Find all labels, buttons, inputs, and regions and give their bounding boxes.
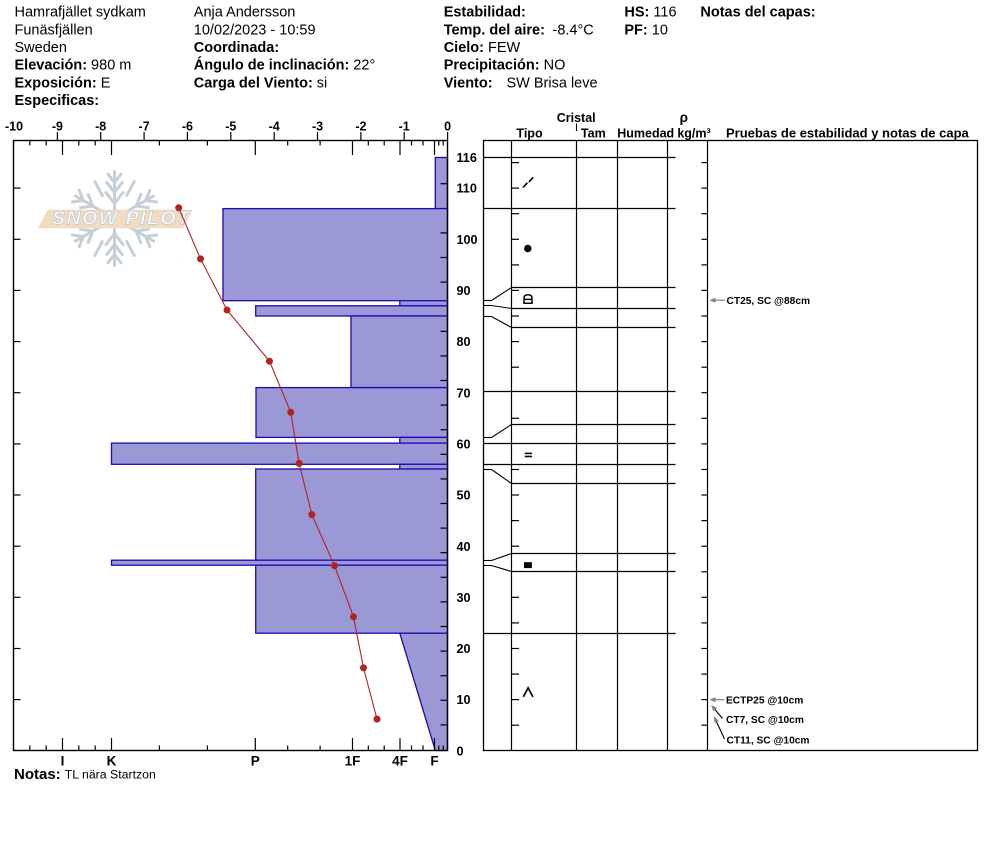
svg-text:-5: -5 bbox=[225, 119, 236, 133]
svg-text:Viento:SW Brisa leve: Viento: SW Brisa leve bbox=[444, 75, 598, 91]
svg-text:Funäsfjällen: Funäsfjällen bbox=[15, 22, 93, 38]
svg-text:4F: 4F bbox=[392, 753, 408, 768]
svg-text:Humedad: Humedad bbox=[617, 126, 674, 140]
svg-text:ECTP25 @10cm: ECTP25 @10cm bbox=[726, 695, 803, 706]
svg-text:Especificas:: Especificas: bbox=[15, 93, 100, 109]
svg-text:F: F bbox=[430, 753, 438, 768]
svg-text:CT25, SC @88cm: CT25, SC @88cm bbox=[727, 296, 811, 307]
svg-text:kg/m³: kg/m³ bbox=[677, 126, 710, 140]
svg-text:110: 110 bbox=[457, 182, 477, 196]
svg-text:10: 10 bbox=[457, 693, 471, 707]
svg-text:Notas:: Notas: bbox=[14, 766, 61, 783]
svg-text:Precipitación: NO: Precipitación: NO bbox=[444, 58, 566, 74]
svg-text:Exposición: E: Exposición: E bbox=[15, 75, 111, 91]
svg-text:CT7, SC @10cm: CT7, SC @10cm bbox=[726, 715, 804, 726]
svg-text:Estabilidad:: Estabilidad: bbox=[444, 5, 526, 21]
svg-text:SNOW PILOT: SNOW PILOT bbox=[52, 208, 191, 230]
svg-text:1F: 1F bbox=[345, 753, 361, 768]
svg-text:70: 70 bbox=[457, 386, 471, 400]
svg-text:0: 0 bbox=[457, 744, 464, 758]
svg-text:-2: -2 bbox=[355, 119, 366, 133]
svg-text:-6: -6 bbox=[182, 119, 193, 133]
svg-text:60: 60 bbox=[457, 438, 471, 452]
svg-text:HS: 116: HS: 116 bbox=[624, 5, 676, 21]
svg-text:CT11, SC @10cm: CT11, SC @10cm bbox=[727, 736, 810, 747]
svg-text:Carga del Viento: si: Carga del Viento: si bbox=[194, 75, 327, 91]
svg-text:-8: -8 bbox=[95, 119, 106, 133]
svg-text:Cristal: Cristal bbox=[557, 111, 596, 125]
svg-text:P: P bbox=[251, 753, 260, 768]
svg-text:Tam: Tam bbox=[581, 126, 606, 140]
svg-text:-3: -3 bbox=[312, 119, 323, 133]
svg-text:0: 0 bbox=[444, 119, 451, 133]
svg-text:Anja Andersson: Anja Andersson bbox=[194, 5, 296, 21]
svg-text:PF: 10: PF: 10 bbox=[624, 22, 668, 38]
svg-text:Ángulo de inclinación: 22°: Ángulo de inclinación: 22° bbox=[194, 57, 375, 74]
svg-text:Coordinada:: Coordinada: bbox=[194, 40, 279, 56]
svg-text:Pruebas de estabilidad y notas: Pruebas de estabilidad y notas de capa bbox=[726, 125, 970, 140]
svg-text:-10: -10 bbox=[5, 119, 23, 133]
svg-text:-9: -9 bbox=[52, 119, 63, 133]
svg-text:Elevación: 980 m: Elevación: 980 m bbox=[15, 58, 132, 74]
svg-text:Tipo: Tipo bbox=[516, 126, 543, 140]
svg-text:Hamrafjället sydkam: Hamrafjället sydkam bbox=[15, 5, 146, 21]
svg-text:116: 116 bbox=[457, 151, 477, 165]
svg-text:10/02/2023 - 10:59: 10/02/2023 - 10:59 bbox=[194, 22, 316, 38]
svg-text:Temp. del aire:-8.4°C: Temp. del aire: -8.4°C bbox=[444, 22, 594, 38]
svg-text:30: 30 bbox=[457, 591, 471, 605]
svg-text:ρ: ρ bbox=[680, 110, 688, 125]
svg-text:TL nära Startzon: TL nära Startzon bbox=[65, 768, 156, 782]
svg-text:-4: -4 bbox=[269, 119, 280, 133]
svg-text:40: 40 bbox=[457, 540, 471, 554]
svg-text:I: I bbox=[61, 753, 65, 768]
svg-text:K: K bbox=[107, 753, 117, 768]
svg-text:-1: -1 bbox=[399, 119, 410, 133]
svg-text:80: 80 bbox=[457, 335, 471, 349]
svg-text:Notas del capas:: Notas del capas: bbox=[700, 5, 815, 21]
svg-text:100: 100 bbox=[457, 233, 478, 247]
svg-text:20: 20 bbox=[457, 642, 471, 656]
svg-text:Cielo: FEW: Cielo: FEW bbox=[444, 40, 521, 56]
svg-text:Sweden: Sweden bbox=[15, 40, 67, 56]
svg-text:50: 50 bbox=[457, 489, 471, 503]
svg-text:90: 90 bbox=[457, 284, 471, 298]
svg-text:-7: -7 bbox=[139, 119, 150, 133]
